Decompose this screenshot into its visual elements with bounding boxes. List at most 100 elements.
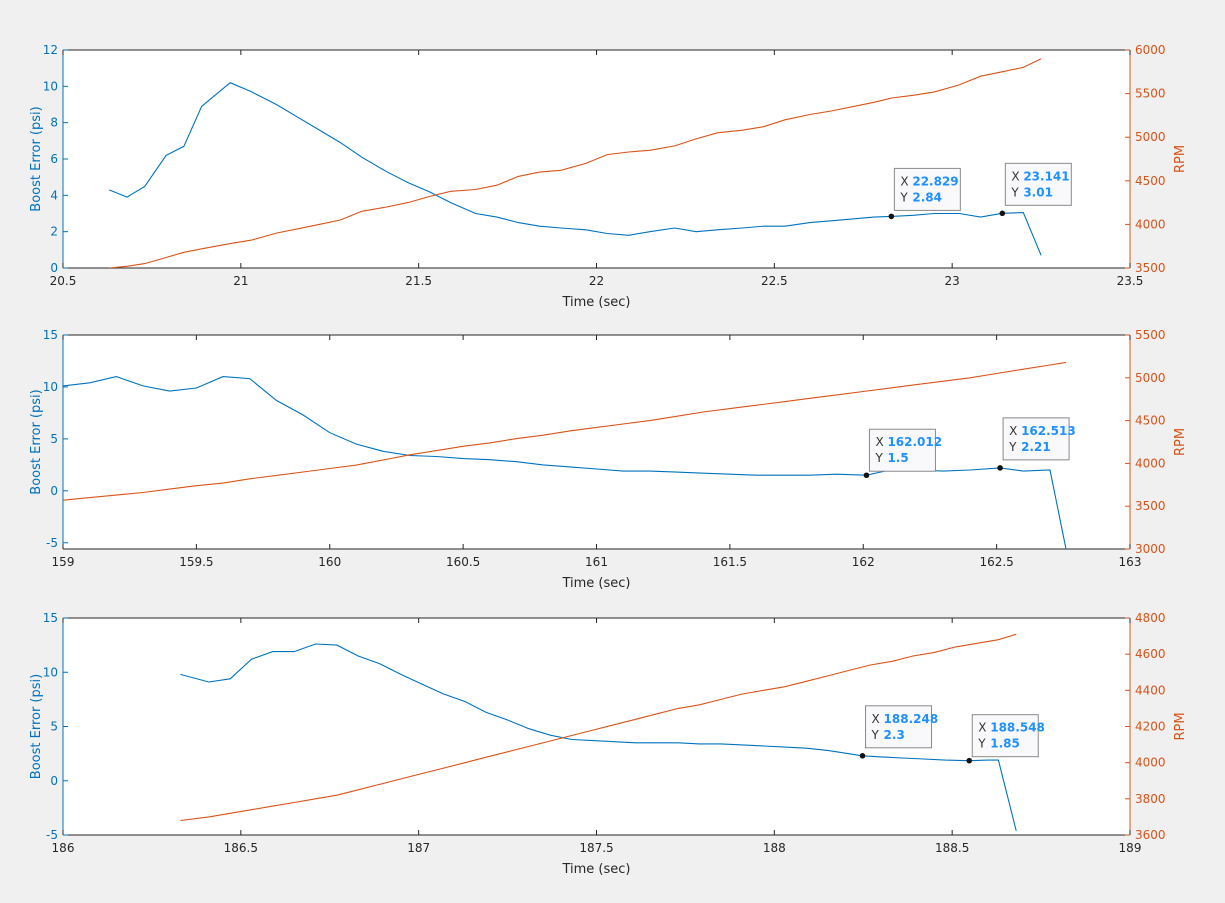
x-tick-label: 188.5 (935, 841, 969, 855)
y-left-tick-label: 10 (43, 380, 58, 394)
x-tick-label: 160 (318, 555, 341, 569)
y-left-tick-label: 12 (43, 43, 58, 57)
x-tick-label: 22.5 (761, 274, 788, 288)
y-right-tick-label: 4000 (1135, 217, 1166, 231)
datatip-marker (859, 752, 866, 759)
x-tick-label: 161.5 (713, 555, 747, 569)
x-tick-label: 189 (1119, 841, 1142, 855)
datatip-x-value: 188.548 (990, 721, 1045, 735)
datatip-y-key: Y (1010, 185, 1019, 199)
datatip-y-value: 2.21 (1021, 440, 1051, 454)
x-tick-label: 161 (585, 555, 608, 569)
x-tick-label: 21.5 (405, 274, 432, 288)
datatip-x-key: X (872, 712, 880, 726)
datatip: X 162.012 Y 1.5 (863, 428, 942, 479)
plot-area (63, 618, 1130, 835)
datatip-box (865, 705, 933, 749)
rpm-line (180, 633, 1017, 822)
rpm-line (109, 58, 1042, 268)
x-axis-label: Time (sec) (561, 576, 630, 591)
datatip: X 162.513 Y 2.21 (997, 417, 1076, 471)
y-left-tick-label: 5 (50, 432, 58, 446)
datatip-box (1004, 162, 1072, 206)
y-left-tick-label: 15 (43, 328, 58, 342)
y-right-tick-label: 3800 (1135, 792, 1166, 806)
y-right-tick-label: 4800 (1135, 611, 1166, 625)
datatip-marker (999, 210, 1006, 217)
x-tick-label: 163 (1119, 555, 1142, 569)
y-right-tick-label: 4400 (1135, 683, 1166, 697)
datatip-marker (888, 213, 895, 220)
y-right-tick-label: 6000 (1135, 43, 1166, 57)
y-left-axis-label: Boost Error (psi) (29, 389, 44, 494)
datatip-x-value: 188.248 (884, 712, 939, 726)
datatip-box (868, 428, 936, 472)
x-tick-label: 162.5 (979, 555, 1013, 569)
y-left-tick-label: 0 (50, 484, 58, 498)
datatip-marker (966, 757, 973, 764)
chart-2: 159 159.5 160 160.5 161 161.5 162 162.5 163 -5 0 5 1… (29, 328, 1188, 591)
x-axis-label: Time (sec) (561, 295, 630, 310)
y-right-tick-label: 3600 (1135, 828, 1166, 842)
x-tick-label: 188 (763, 841, 786, 855)
y-left-tick-label: 15 (43, 611, 58, 625)
y-right-tick-label: 3500 (1135, 261, 1166, 275)
chart-1: 20.5 21 21.5 22 22.5 23 23.5 0 2 4 6 8 10 12 3500 4000 4… (29, 43, 1188, 310)
datatip-x-value: 162.513 (1021, 424, 1076, 438)
x-tick-label: 160.5 (446, 555, 480, 569)
datatip-x-key: X (875, 435, 883, 449)
rpm-line (63, 361, 1067, 501)
y-left-tick-label: 6 (50, 152, 58, 166)
datatip-y-value: 2.3 (884, 728, 905, 742)
datatip-y-value: 2.84 (912, 190, 942, 204)
y-left-tick-label: 2 (50, 225, 58, 239)
y-left-tick-label: 10 (43, 79, 58, 93)
datatip-y-key: Y (871, 728, 880, 742)
chart-3: 186 186.5 187 187.5 188 188.5 189 -5 0 5 10 15 3600 3… (29, 611, 1188, 877)
datatip-x-key: X (1011, 169, 1019, 183)
datatip-x-value: 23.141 (1023, 169, 1069, 183)
y-right-tick-label: 4600 (1135, 647, 1166, 661)
y-left-tick-label: 0 (50, 261, 58, 275)
x-axis-label: Time (sec) (561, 862, 630, 877)
datatip-x-key: X (1009, 424, 1017, 438)
y-left-tick-label: -5 (46, 828, 58, 842)
datatip-x-key: X (978, 721, 986, 735)
y-right-axis-label: RPM (1173, 712, 1188, 740)
x-tick-label: 159 (52, 555, 75, 569)
x-tick-label: 159.5 (179, 555, 213, 569)
y-right-tick-label: 5500 (1135, 87, 1166, 101)
datatip-x-value: 22.829 (912, 174, 958, 188)
datatip-box (1002, 417, 1070, 461)
x-tick-label: 162 (852, 555, 875, 569)
y-right-tick-label: 5000 (1135, 130, 1166, 144)
y-right-tick-label: 4000 (1135, 756, 1166, 770)
y-right-tick-label: 4500 (1135, 174, 1166, 188)
x-tick-label: 187.5 (579, 841, 613, 855)
x-tick-label: 187 (407, 841, 430, 855)
datatip-y-key: Y (874, 451, 883, 465)
datatip-y-key: Y (899, 190, 908, 204)
datatip-x-value: 162.012 (887, 435, 942, 449)
series-group (180, 633, 1017, 831)
y-left-tick-label: 4 (50, 188, 58, 202)
y-right-tick-label: 4500 (1135, 414, 1166, 428)
y-left-tick-label: 8 (50, 116, 58, 130)
y-left-tick-label: -5 (46, 536, 58, 550)
y-right-tick-label: 4200 (1135, 720, 1166, 734)
y-right-axis-label: RPM (1173, 145, 1188, 173)
datatip-box (971, 714, 1039, 758)
x-tick-label: 186.5 (224, 841, 258, 855)
datatip: X 188.248 Y 2.3 (859, 705, 939, 759)
y-right-tick-label: 3500 (1135, 499, 1166, 513)
y-left-tick-label: 5 (50, 720, 58, 734)
datatip-y-key: Y (977, 737, 986, 751)
x-tick-label: 22 (589, 274, 604, 288)
y-right-tick-label: 4000 (1135, 456, 1166, 470)
datatip: X 22.829 Y 2.84 (888, 167, 961, 220)
x-tick-label: 23 (945, 274, 960, 288)
datatip-y-value: 3.01 (1023, 185, 1053, 199)
boost-error-line (180, 643, 1017, 831)
x-tick-label: 20.5 (50, 274, 77, 288)
datatip-x-key: X (900, 174, 908, 188)
